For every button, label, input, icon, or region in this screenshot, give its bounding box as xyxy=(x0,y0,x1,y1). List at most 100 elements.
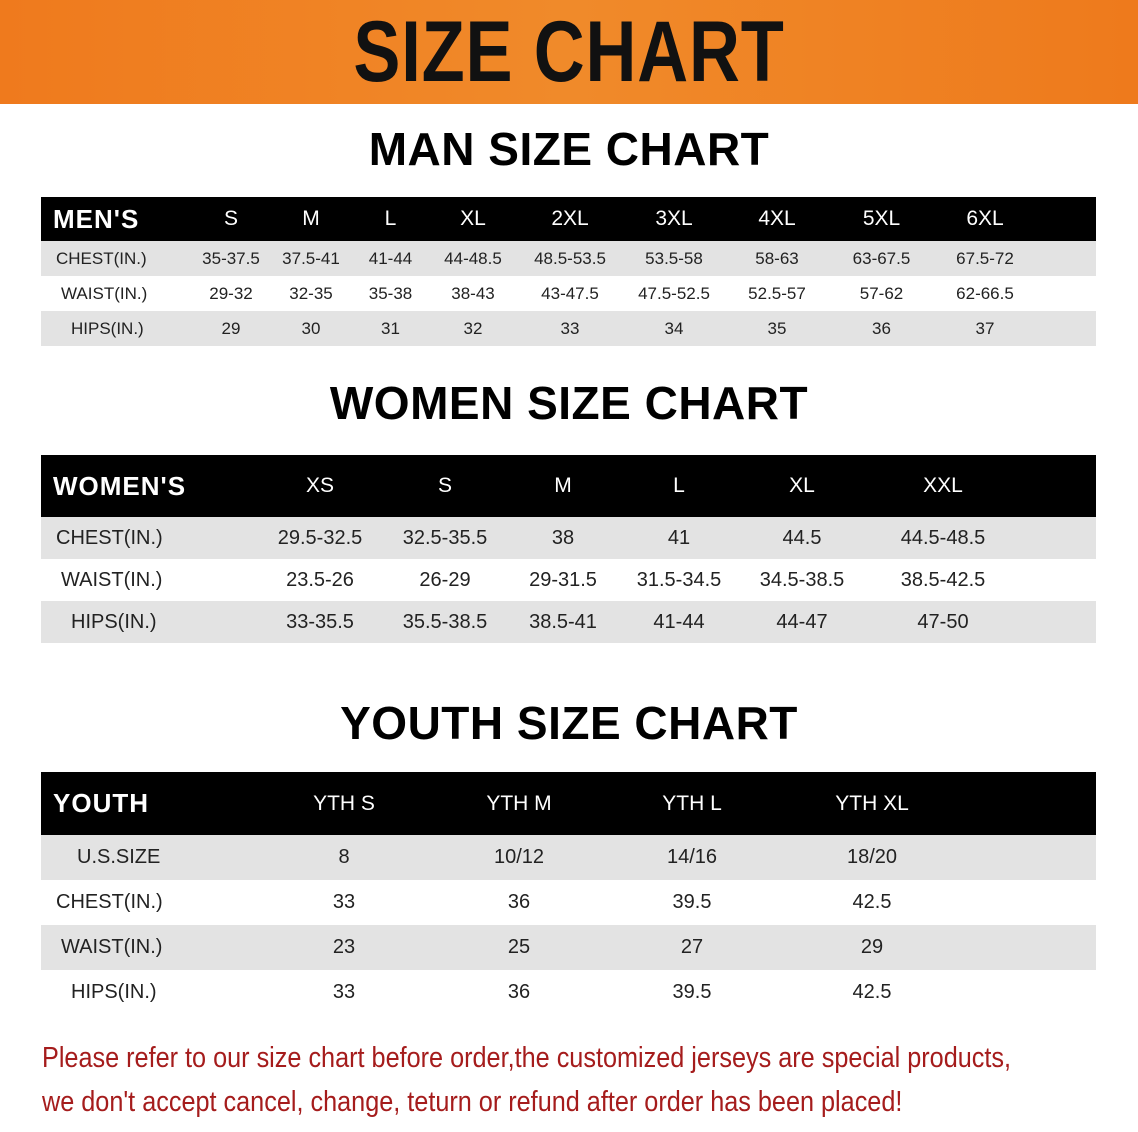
size-value: 31 xyxy=(351,311,430,346)
size-value: 30 xyxy=(271,311,351,346)
size-value: 34 xyxy=(624,311,724,346)
size-value: 44.5 xyxy=(740,517,864,559)
row-label: HIPS(IN.) xyxy=(41,970,257,1015)
table-row: U.S.SIZE 8 10/12 14/16 18/20 xyxy=(41,835,1096,880)
size-value: 43-47.5 xyxy=(516,276,624,311)
size-value: 42.5 xyxy=(777,880,967,925)
size-value: 33-35.5 xyxy=(258,601,382,643)
size-value: 38 xyxy=(508,517,618,559)
banner-title: SIZE CHART xyxy=(353,3,785,100)
notice-line-2: we don't accept cancel, change, teturn o… xyxy=(42,1086,903,1118)
notice-line-1: Please refer to our size chart before or… xyxy=(42,1042,1012,1074)
youth-size-table: YOUTH YTH S YTH M YTH L YTH XL U.S.SIZE 8 10/12… xyxy=(41,772,1096,1015)
size-header: M xyxy=(271,197,351,241)
table-row: WAIST(IN.) 29-32 32-35 35-38 38-43 43-47.5 47.… xyxy=(41,276,1096,311)
women-section-title: WOMEN SIZE CHART xyxy=(329,377,809,429)
women-size-table: WOMEN'S XS S M L XL XXL CHEST(IN.) 29.5-32.5 32.5… xyxy=(41,455,1096,643)
size-value: 63-67.5 xyxy=(830,241,933,276)
size-header: YTH L xyxy=(607,772,777,835)
size-value: 38.5-41 xyxy=(508,601,618,643)
size-value: 29-32 xyxy=(191,276,271,311)
size-value: 18/20 xyxy=(777,835,967,880)
size-value: 32-35 xyxy=(271,276,351,311)
filler-cell xyxy=(967,772,1096,835)
size-value: 47.5-52.5 xyxy=(624,276,724,311)
size-value: 38.5-42.5 xyxy=(864,559,1022,601)
filler-cell xyxy=(1022,559,1096,601)
size-value: 29.5-32.5 xyxy=(258,517,382,559)
size-header: XL xyxy=(430,197,516,241)
filler-cell xyxy=(967,835,1096,880)
row-label: WAIST(IN.) xyxy=(41,559,258,601)
size-value: 36 xyxy=(431,970,607,1015)
size-header: XS xyxy=(258,455,382,517)
table-row: CHEST(IN.) 29.5-32.5 32.5-35.5 38 41 44.5 44.5… xyxy=(41,517,1096,559)
size-header: YTH S xyxy=(257,772,431,835)
size-value: 36 xyxy=(431,880,607,925)
size-value: 44-47 xyxy=(740,601,864,643)
table-row: WAIST(IN.) 23.5-26 26-29 29-31.5 31.5-34.5 34… xyxy=(41,559,1096,601)
size-header: YTH XL xyxy=(777,772,967,835)
filler-cell xyxy=(1022,455,1096,517)
size-value: 41-44 xyxy=(351,241,430,276)
size-value: 35-38 xyxy=(351,276,430,311)
row-label: HIPS(IN.) xyxy=(41,311,191,346)
table-row: HIPS(IN.) 33-35.5 35.5-38.5 38.5-41 41-44 44-… xyxy=(41,601,1096,643)
table-heading: YOUTH xyxy=(41,772,257,835)
size-value: 58-63 xyxy=(724,241,830,276)
size-header: L xyxy=(351,197,430,241)
size-header: S xyxy=(382,455,508,517)
size-value: 29-31.5 xyxy=(508,559,618,601)
filler-cell xyxy=(967,970,1096,1015)
size-header: 4XL xyxy=(724,197,830,241)
size-value: 35 xyxy=(724,311,830,346)
size-value: 23.5-26 xyxy=(258,559,382,601)
size-value: 44.5-48.5 xyxy=(864,517,1022,559)
size-value: 26-29 xyxy=(382,559,508,601)
filler-cell xyxy=(1022,601,1096,643)
size-value: 32.5-35.5 xyxy=(382,517,508,559)
header-row: WOMEN'S XS S M L XL XXL xyxy=(41,455,1096,517)
filler-cell xyxy=(1037,241,1096,276)
size-value: 35.5-38.5 xyxy=(382,601,508,643)
size-value: 38-43 xyxy=(430,276,516,311)
size-value: 27 xyxy=(607,925,777,970)
filler-cell xyxy=(1037,276,1096,311)
row-label: CHEST(IN.) xyxy=(41,241,191,276)
size-value: 52.5-57 xyxy=(724,276,830,311)
size-header: YTH M xyxy=(431,772,607,835)
size-value: 39.5 xyxy=(607,880,777,925)
size-value: 33 xyxy=(516,311,624,346)
table-heading: MEN'S xyxy=(41,197,191,241)
size-value: 29 xyxy=(191,311,271,346)
size-value: 31.5-34.5 xyxy=(618,559,740,601)
size-header: 6XL xyxy=(933,197,1037,241)
size-header: 5XL xyxy=(830,197,933,241)
size-header: 3XL xyxy=(624,197,724,241)
table-heading: WOMEN'S xyxy=(41,455,258,517)
size-header: L xyxy=(618,455,740,517)
header-row: MEN'S S M L XL 2XL 3XL 4XL 5XL 6XL xyxy=(41,197,1096,241)
table-row: CHEST(IN.) 35-37.5 37.5-41 41-44 44-48.5 48.5… xyxy=(41,241,1096,276)
size-value: 29 xyxy=(777,925,967,970)
filler-cell xyxy=(967,880,1096,925)
size-value: 44-48.5 xyxy=(430,241,516,276)
row-label: U.S.SIZE xyxy=(41,835,257,880)
size-value: 35-37.5 xyxy=(191,241,271,276)
size-value: 25 xyxy=(431,925,607,970)
size-value: 36 xyxy=(830,311,933,346)
size-value: 37.5-41 xyxy=(271,241,351,276)
size-value: 47-50 xyxy=(864,601,1022,643)
men-size-table: MEN'S S M L XL 2XL 3XL 4XL 5XL 6XL CHEST(IN.) 35-37… xyxy=(41,197,1096,346)
size-header: XL xyxy=(740,455,864,517)
size-value: 42.5 xyxy=(777,970,967,1015)
size-value: 67.5-72 xyxy=(933,241,1037,276)
row-label: CHEST(IN.) xyxy=(41,517,258,559)
size-value: 32 xyxy=(430,311,516,346)
men-section-title: MAN SIZE CHART xyxy=(368,123,770,175)
header-row: YOUTH YTH S YTH M YTH L YTH XL xyxy=(41,772,1096,835)
size-value: 41 xyxy=(618,517,740,559)
filler-cell xyxy=(1037,311,1096,346)
size-value: 33 xyxy=(257,970,431,1015)
table-row: HIPS(IN.) 33 36 39.5 42.5 xyxy=(41,970,1096,1015)
